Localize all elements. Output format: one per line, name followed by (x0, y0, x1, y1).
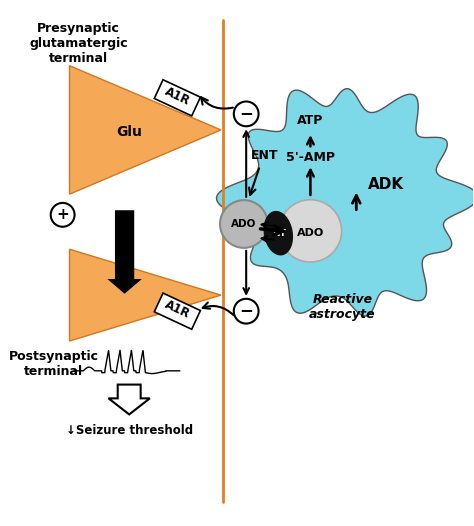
Ellipse shape (264, 211, 292, 255)
Text: ADK: ADK (368, 177, 404, 193)
Text: Glu: Glu (116, 125, 142, 139)
Text: A1R: A1R (163, 298, 192, 321)
Text: Postsynaptic
terminal: Postsynaptic terminal (9, 350, 99, 378)
Polygon shape (70, 66, 221, 194)
FancyArrow shape (108, 210, 142, 294)
Polygon shape (217, 89, 474, 316)
Text: +: + (56, 207, 69, 222)
Circle shape (234, 102, 259, 126)
Polygon shape (154, 80, 201, 116)
Circle shape (220, 200, 268, 248)
Text: A1R: A1R (163, 85, 192, 108)
Text: −: − (239, 301, 253, 319)
Circle shape (234, 299, 259, 323)
FancyArrowPatch shape (201, 97, 233, 108)
Circle shape (51, 203, 74, 227)
Text: ATP: ATP (297, 114, 324, 127)
Text: ENT: ENT (251, 149, 278, 161)
Text: ADO: ADO (297, 228, 324, 238)
Text: Presynaptic
glutamatergic
terminal: Presynaptic glutamatergic terminal (29, 22, 128, 65)
Text: ADO: ADO (231, 219, 256, 229)
Polygon shape (109, 385, 150, 414)
Circle shape (279, 200, 342, 262)
FancyArrowPatch shape (203, 302, 234, 315)
Text: Reactive
astrocyte: Reactive astrocyte (309, 293, 376, 321)
Polygon shape (70, 249, 221, 341)
Text: NT: NT (272, 229, 286, 238)
Text: −: − (239, 104, 253, 122)
Text: 5'-AMP: 5'-AMP (286, 151, 335, 164)
Text: ↓Seizure threshold: ↓Seizure threshold (65, 424, 193, 437)
Polygon shape (154, 293, 201, 329)
